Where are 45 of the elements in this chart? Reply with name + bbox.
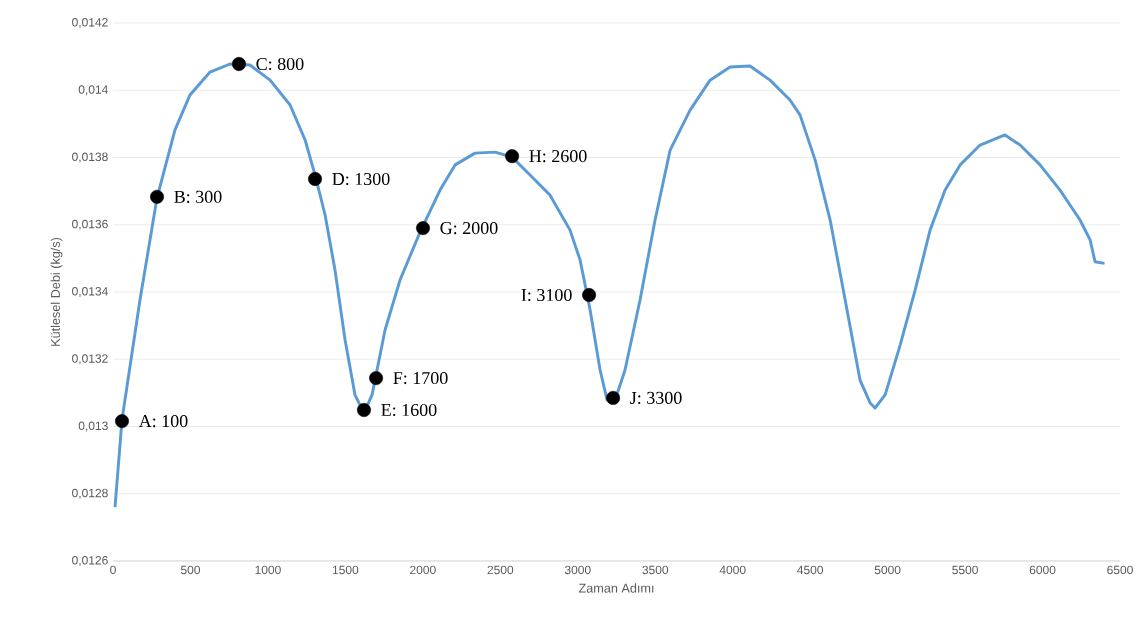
y-tick-label: 0,0134 — [72, 287, 108, 297]
x-tick-label: 2500 — [487, 565, 514, 575]
y-tick-label: 0,0132 — [72, 354, 108, 365]
x-tick-label: 5000 — [874, 565, 901, 575]
y-tick-label: 0,0142 — [72, 18, 108, 28]
annotation: A: 100 — [138, 414, 188, 428]
x-tick-label: 6000 — [1029, 565, 1056, 575]
x-tick-label: 3500 — [642, 565, 669, 575]
point — [357, 403, 371, 417]
x-tick-label: 4500 — [797, 565, 824, 575]
x-axis-title: Zaman Adımı — [578, 583, 654, 593]
y-tick-label: 0,014 — [78, 85, 108, 96]
x-tick-label: 3000 — [564, 565, 591, 575]
annotation: E: 1600 — [381, 403, 437, 417]
point — [505, 149, 520, 164]
point — [115, 414, 129, 429]
point — [308, 172, 322, 186]
annotation: G: 2000 — [440, 221, 498, 235]
point — [232, 57, 246, 71]
y-tick-label: 0,0136 — [72, 219, 108, 230]
point — [606, 390, 621, 405]
annotation: C: 800 — [256, 57, 304, 71]
annotation: I: 3100 — [521, 288, 572, 302]
annotation: H: 2600 — [529, 150, 587, 163]
y-tick-label: 0,0138 — [72, 152, 108, 163]
annotation: D: 1300 — [332, 172, 390, 186]
y-tick-label: 0,0128 — [72, 488, 108, 499]
point — [150, 189, 164, 204]
annotation: F: 1700 — [393, 371, 448, 385]
x-tick-label: 1500 — [332, 565, 359, 575]
x-tick-label: 6500 — [1107, 565, 1133, 575]
point — [582, 288, 597, 302]
point — [369, 371, 383, 386]
x-tick-label: 500 — [180, 565, 201, 575]
x-tick-label: 5500 — [952, 565, 978, 575]
x-tick-label: 0 — [110, 565, 116, 575]
y-axis-title: Kütlesel Debi (kg/s) — [50, 237, 63, 346]
x-tick-label: 4000 — [719, 565, 746, 575]
y-tick-label: 0,013 — [78, 421, 108, 432]
annotation: J: 3300 — [630, 391, 682, 405]
annotation: B: 300 — [174, 190, 222, 203]
x-tick-label: 1000 — [255, 565, 281, 575]
y-tick-label: 0,0126 — [72, 556, 108, 566]
x-tick-label: 2000 — [410, 565, 436, 575]
point — [416, 221, 430, 236]
